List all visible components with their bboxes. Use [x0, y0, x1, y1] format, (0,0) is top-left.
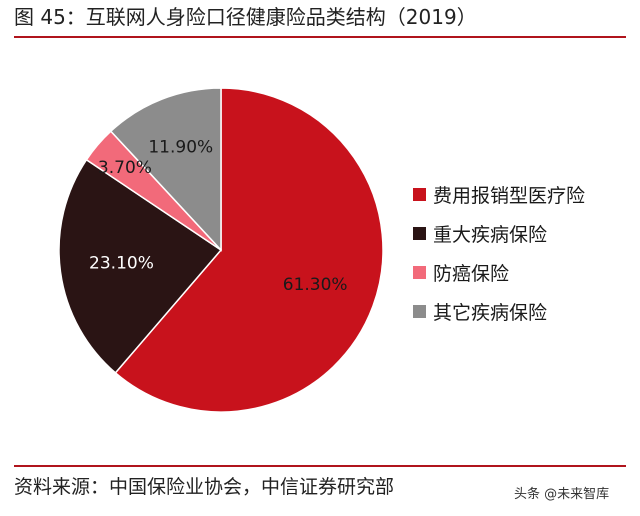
pie-slice-label: 23.10%: [89, 254, 154, 274]
legend-swatch: [413, 266, 426, 279]
pie-slice-labels: 61.30% 23.10% 3.70%11.90%: [89, 137, 348, 294]
legend-label: 费用报销型医疗险: [433, 185, 586, 207]
legend-swatch: [413, 227, 426, 240]
figure-title: 图 45：互联网人身险口径健康险品类结构（2019）: [14, 5, 477, 29]
legend-item: 防癌保险: [413, 253, 628, 292]
legend-swatch: [413, 305, 426, 318]
pie-slice: [114, 87, 384, 413]
pie-slice: [109, 87, 222, 252]
legend-label: 防癌保险: [433, 263, 510, 285]
pie-slice-label: 11.90%: [148, 137, 213, 157]
legend-swatch: [413, 188, 426, 201]
legend-item: 其它疾病保险: [413, 292, 628, 331]
source-note: 资料来源：中国保险业协会，中信证券研究部: [14, 476, 395, 498]
pie-slices: [58, 87, 384, 413]
pie-slice-label: 61.30%: [283, 275, 348, 295]
legend-label: 重大疾病保险: [433, 224, 548, 246]
source-divider: [14, 465, 626, 467]
chart-legend: 费用报销型医疗险 重大疾病保险 防癌保险 其它疾病保险: [413, 175, 628, 331]
legend-item: 重大疾病保险: [413, 214, 628, 253]
pie-slice-label: 3.70%: [98, 158, 152, 178]
legend-item: 费用报销型医疗险: [413, 175, 628, 214]
legend-label: 其它疾病保险: [433, 302, 548, 324]
title-divider: [14, 36, 626, 38]
watermark: 头条 @未来智库: [514, 487, 610, 502]
pie-slice: [58, 158, 223, 374]
